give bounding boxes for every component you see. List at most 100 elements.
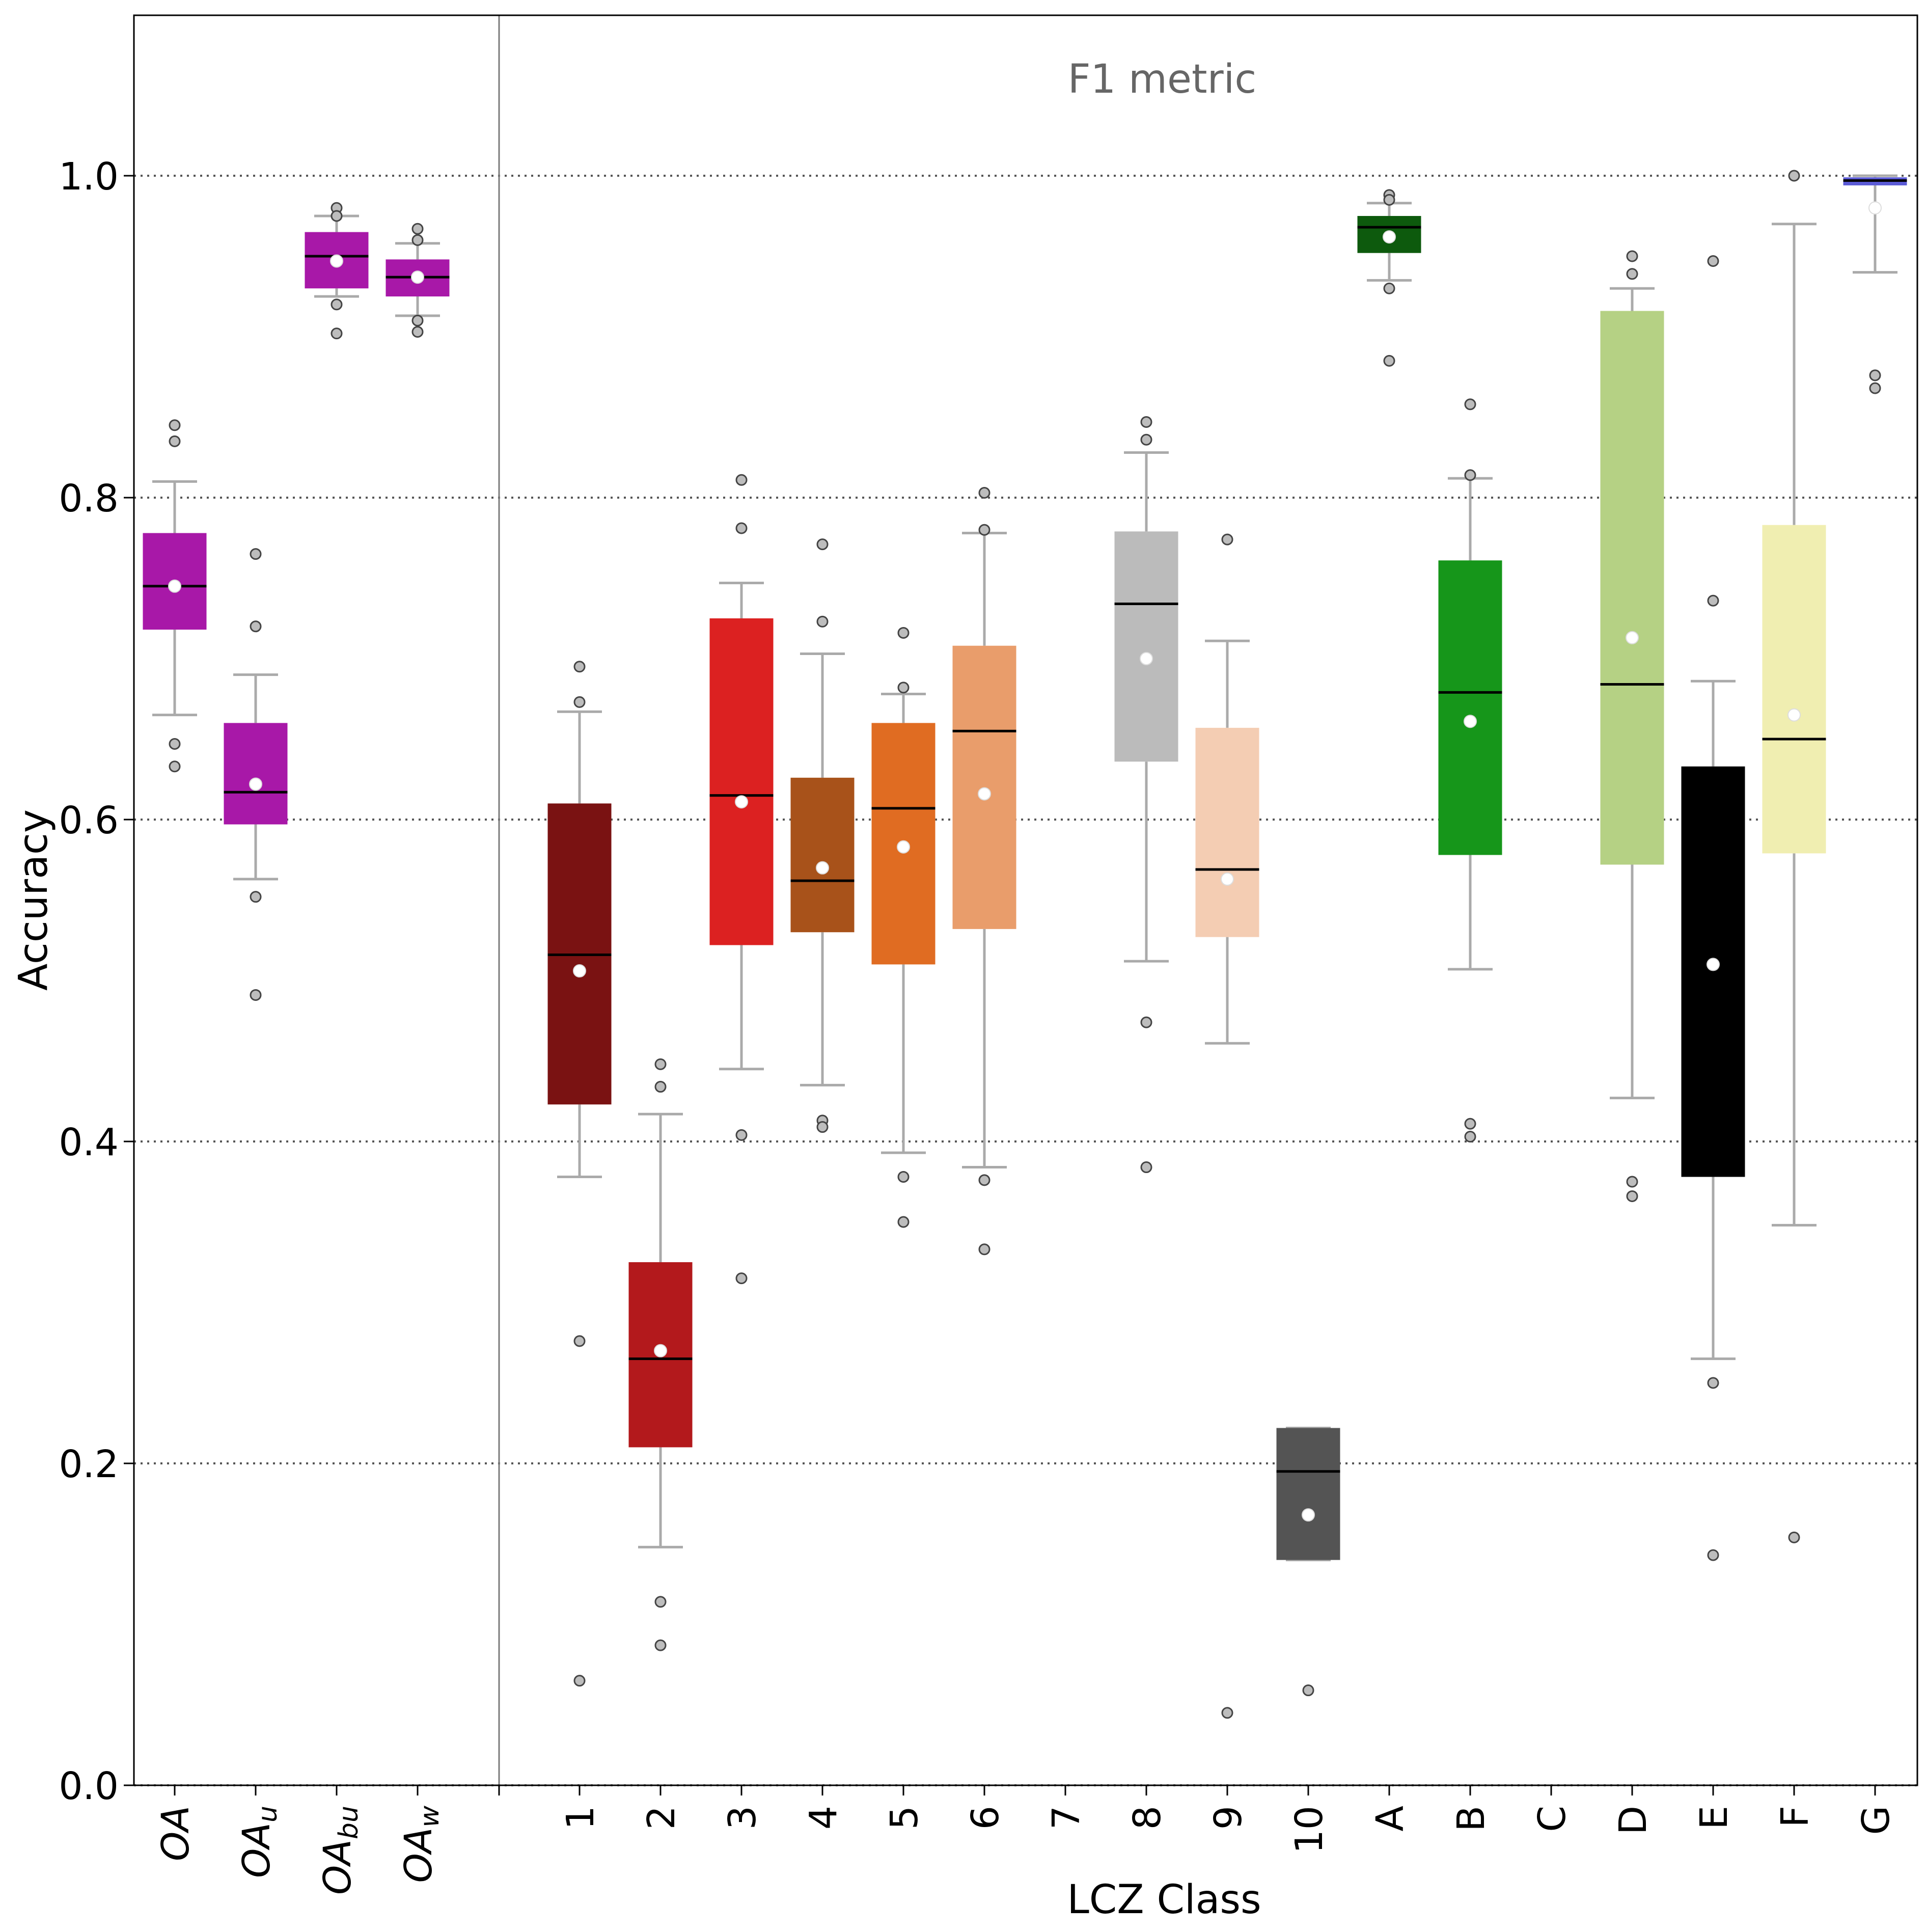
iqr-box — [1114, 531, 1178, 762]
mean-marker — [573, 964, 586, 978]
mean-marker — [1626, 631, 1639, 644]
outlier-point — [1788, 1531, 1800, 1543]
outlier-point — [411, 314, 424, 326]
outlier-point — [1464, 1131, 1476, 1143]
box-lcz-A — [1357, 189, 1421, 367]
outlier-point — [654, 1596, 667, 1608]
outlier-point — [654, 1081, 667, 1093]
y-axis-ticks: 0.0 0.2 0.4 0.6 0.8 1.0 — [59, 155, 134, 1808]
x-tick-label: G — [1854, 1806, 1898, 1835]
x-tick-label: 5 — [883, 1806, 926, 1830]
outlier-point — [1869, 382, 1881, 394]
y-tick-label: 0.2 — [59, 1443, 119, 1486]
outlier-point — [331, 298, 343, 311]
outlier-point — [1140, 1161, 1152, 1174]
y-tick-label: 1.0 — [59, 155, 119, 199]
mean-marker — [654, 1344, 667, 1357]
box-lcz-6 — [952, 487, 1016, 1256]
box-lcz-8 — [1114, 416, 1178, 1174]
box-lcz-1 — [547, 661, 612, 1687]
box-lcz-10 — [1276, 1426, 1340, 1697]
outlier-point — [1788, 170, 1800, 182]
mean-marker — [1221, 872, 1234, 886]
box-oa-w — [386, 223, 450, 338]
x-tick-label: 2 — [640, 1806, 683, 1830]
y-tick-label: 0.6 — [59, 799, 119, 842]
x-tick-label: 9 — [1206, 1806, 1250, 1830]
outlier-point — [411, 234, 424, 246]
x-tick-label-oa: OA — [154, 1806, 198, 1861]
box-lcz-E — [1681, 255, 1745, 1561]
box-oa-u — [224, 548, 288, 1001]
y-tick-label: 0.8 — [59, 477, 119, 521]
box-lcz-B — [1438, 398, 1502, 1143]
iqr-box — [1681, 766, 1745, 1177]
box-lcz-9 — [1195, 533, 1259, 1719]
outlier-point — [573, 661, 586, 673]
outlier-point — [169, 738, 181, 750]
boxes — [143, 170, 1907, 1719]
box-lcz-5 — [871, 627, 936, 1228]
outlier-point — [1140, 433, 1152, 446]
outlier-point — [250, 620, 262, 633]
outlier-point — [169, 419, 181, 431]
x-tick-label-oa: OAu — [235, 1806, 283, 1878]
mean-marker — [1787, 708, 1801, 722]
iqr-box — [1438, 560, 1502, 855]
outlier-point — [1869, 369, 1881, 382]
box-lcz-2 — [628, 1058, 693, 1651]
outlier-point — [654, 1639, 667, 1651]
mean-marker — [816, 861, 829, 875]
iqr-box — [224, 723, 288, 825]
outlier-point — [573, 696, 586, 708]
outlier-point — [816, 538, 829, 551]
box-lcz-F — [1762, 170, 1826, 1543]
box-oa-bu — [305, 202, 369, 340]
x-axis-ticks: OA OAu OAbu OAw 1 2 3 4 5 6 7 8 9 10 A B C D E F G — [154, 1785, 1898, 1895]
mean-marker — [1302, 1508, 1315, 1522]
outlier-point — [1464, 1118, 1476, 1130]
mean-marker — [1140, 652, 1153, 665]
outlier-point — [735, 522, 748, 534]
outlier-point — [897, 1216, 910, 1228]
x-tick-label: 7 — [1044, 1806, 1088, 1830]
outlier-point — [978, 1174, 990, 1186]
outlier-point — [1140, 1016, 1152, 1028]
box-lcz-D — [1600, 250, 1664, 1202]
chart-title: F1 metric — [1068, 57, 1256, 102]
outlier-point — [735, 1272, 748, 1285]
mean-marker — [168, 579, 181, 593]
iqr-box — [1600, 311, 1664, 865]
outlier-point — [1464, 398, 1476, 411]
outlier-point — [1707, 1549, 1719, 1561]
outlier-point — [1707, 594, 1719, 607]
x-tick-label: A — [1368, 1806, 1412, 1832]
mean-marker — [411, 270, 424, 284]
outlier-point — [1464, 469, 1476, 481]
x-tick-label: B — [1449, 1806, 1493, 1832]
x-tick-label: 6 — [964, 1806, 1007, 1830]
outlier-point — [169, 435, 181, 447]
x-tick-label-oa: OAbu — [316, 1806, 364, 1895]
y-tick-label: 0.4 — [59, 1121, 119, 1164]
iqr-box — [709, 618, 774, 945]
mean-marker — [1383, 230, 1396, 244]
outlier-point — [816, 615, 829, 628]
outlier-point — [573, 1675, 586, 1687]
outlier-point — [331, 210, 343, 222]
x-tick-label: E — [1692, 1806, 1736, 1830]
outlier-point — [169, 760, 181, 773]
x-tick-label: 1 — [559, 1806, 602, 1830]
box-lcz-4 — [790, 538, 855, 1133]
x-tick-label-oa: OAw — [397, 1806, 445, 1883]
outlier-point — [573, 1335, 586, 1347]
plot-frame — [133, 14, 1918, 1786]
box-lcz-3 — [709, 474, 774, 1285]
outlier-point — [411, 326, 424, 338]
outlier-point — [1626, 268, 1638, 280]
outlier-point — [735, 1129, 748, 1141]
iqr-box — [790, 777, 855, 933]
outlier-point — [978, 1243, 990, 1256]
outlier-point — [978, 524, 990, 536]
box-lcz-G — [1843, 174, 1907, 394]
